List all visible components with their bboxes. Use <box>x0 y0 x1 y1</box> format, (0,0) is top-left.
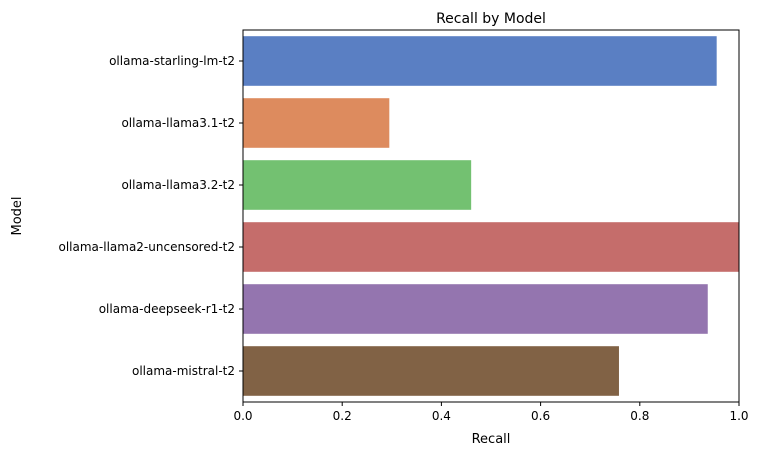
y-axis-label: Model <box>10 196 25 235</box>
bar-ollama-mistral-t2 <box>243 346 619 396</box>
y-tick-label: ollama-llama2-uncensored-t2 <box>59 240 236 254</box>
y-axis-ticks: ollama-starling-lm-t2 ollama-llama3.1-t2 o… <box>59 54 243 378</box>
x-tick-label: 0.4 <box>432 409 451 423</box>
x-tick-label: 0.0 <box>233 409 252 423</box>
bar-ollama-llama2-uncensored-t2 <box>243 222 739 272</box>
bar-ollama-starling-lm-t2 <box>243 36 717 86</box>
bar-ollama-llama3.1-t2 <box>243 98 390 148</box>
x-tick-label: 1.0 <box>729 409 748 423</box>
x-axis-ticks: 0.0 0.2 0.4 0.6 0.8 1.0 <box>233 402 749 423</box>
bars-group <box>243 36 739 396</box>
x-axis-label: Recall <box>472 432 511 447</box>
y-tick-label: ollama-mistral-t2 <box>132 364 235 378</box>
y-tick-label: ollama-llama3.2-t2 <box>121 178 235 192</box>
x-tick-label: 0.8 <box>630 409 649 423</box>
bar-ollama-llama3.2-t2 <box>243 160 472 210</box>
y-tick-label: ollama-llama3.1-t2 <box>121 116 235 130</box>
y-tick-label: ollama-starling-lm-t2 <box>109 54 235 68</box>
bar-ollama-deepseek-r1-t2 <box>243 284 708 334</box>
x-tick-label: 0.2 <box>333 409 352 423</box>
y-tick-label: ollama-deepseek-r1-t2 <box>99 302 235 316</box>
chart-title: Recall by Model <box>436 11 546 27</box>
x-tick-label: 0.6 <box>531 409 550 423</box>
axes-frame <box>242 29 740 403</box>
